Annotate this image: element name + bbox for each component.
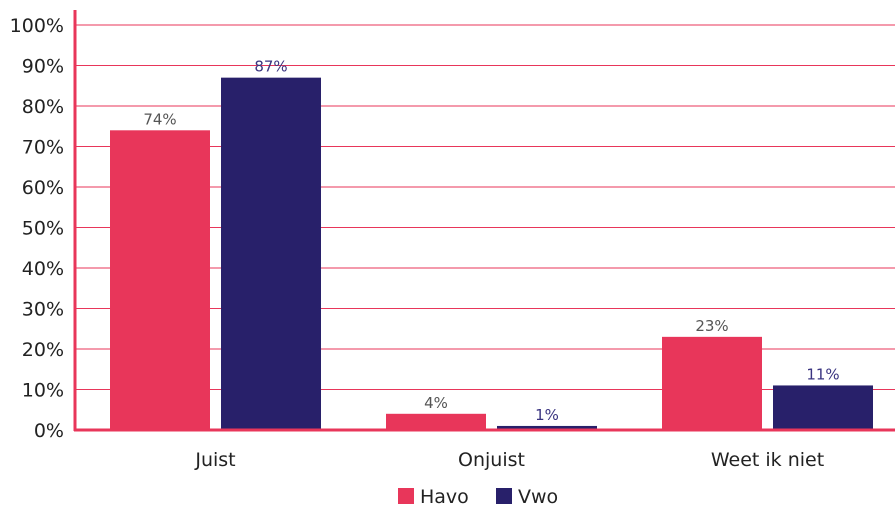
category-label: Onjuist: [458, 449, 525, 471]
y-tick-label: 30%: [22, 299, 64, 321]
data-label: 11%: [806, 365, 839, 383]
data-label: 1%: [535, 406, 559, 424]
legend: Havo Vwo: [398, 486, 558, 508]
category-labels: Juist Onjuist Weet ik niet: [194, 449, 824, 471]
bar-vwo-1: [497, 425, 597, 430]
data-label: 4%: [424, 394, 448, 412]
bar-havo-1: [386, 413, 486, 430]
data-labels: 74% 87% 4% 1% 23% 11%: [143, 58, 839, 424]
gridlines: [75, 24, 895, 390]
y-tick-label: 60%: [22, 177, 64, 199]
y-tick-label: 40%: [22, 258, 64, 280]
category-label: Juist: [194, 449, 235, 471]
legend-label-vwo: Vwo: [518, 486, 558, 508]
y-tick-label: 90%: [22, 56, 64, 78]
bars: [110, 77, 873, 431]
bar-havo-0: [110, 130, 210, 431]
category-label: Weet ik niet: [711, 449, 824, 471]
y-tick-label: 80%: [22, 96, 64, 118]
bar-vwo-2: [773, 385, 873, 430]
bar-vwo-0: [221, 77, 321, 431]
axes: [73, 10, 895, 432]
y-axis-tick-labels: 0% 10% 20% 30% 40% 50% 60% 70% 80% 90% 100%: [10, 15, 64, 442]
y-tick-label: 70%: [22, 137, 64, 159]
y-tick-label: 20%: [22, 339, 64, 361]
data-label: 87%: [254, 58, 287, 76]
y-tick-label: 100%: [10, 15, 64, 37]
data-label: 23%: [695, 317, 728, 335]
y-tick-label: 50%: [22, 218, 64, 240]
legend-swatch-vwo: [496, 488, 512, 504]
data-label: 74%: [143, 110, 176, 128]
bar-havo-2: [662, 336, 762, 430]
legend-label-havo: Havo: [420, 486, 469, 508]
y-tick-label: 10%: [22, 380, 64, 402]
legend-swatch-havo: [398, 488, 414, 504]
y-tick-label: 0%: [34, 420, 64, 442]
